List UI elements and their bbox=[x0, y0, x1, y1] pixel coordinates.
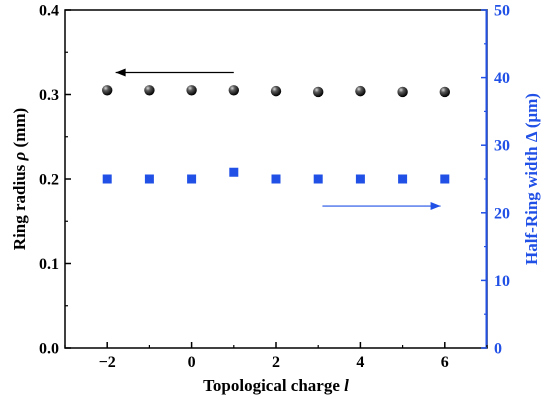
half-ring-width-point bbox=[229, 167, 239, 177]
arrow-right-head bbox=[430, 202, 441, 211]
half-ring-width-point bbox=[102, 174, 112, 184]
y-right-tick-label: 50 bbox=[494, 3, 510, 20]
y-left-tick-label: 0.3 bbox=[39, 87, 59, 104]
ring-radius-point bbox=[102, 85, 113, 96]
y-left-tick-label: 0.2 bbox=[39, 172, 59, 189]
half-ring-width-point bbox=[187, 174, 197, 184]
x-tick-label: −2 bbox=[99, 354, 116, 371]
y-right-tick-label: 30 bbox=[494, 138, 510, 155]
arrow-left-head bbox=[115, 68, 126, 77]
y-right-tick-label: 0 bbox=[494, 341, 502, 358]
ring-radius-point bbox=[397, 86, 408, 98]
half-ring-width-point bbox=[271, 174, 281, 184]
x-tick-label: 4 bbox=[356, 354, 364, 371]
ring-radius-point bbox=[439, 86, 450, 98]
x-axis-title: Topological charge l bbox=[203, 376, 349, 395]
ring-radius-point bbox=[270, 85, 282, 97]
ring-radius-point bbox=[355, 85, 366, 97]
half-ring-width-point bbox=[144, 174, 154, 184]
y-right-tick-label: 40 bbox=[494, 70, 510, 87]
ring-radius-point bbox=[313, 86, 324, 98]
x-tick-label: 6 bbox=[441, 354, 449, 371]
ring-radius-point bbox=[228, 85, 239, 96]
y-left-tick-label: 0.1 bbox=[39, 256, 59, 273]
y-left-tick-label: 0.0 bbox=[39, 341, 59, 358]
y-left-tick-label: 0.4 bbox=[39, 3, 59, 20]
ring-radius-point bbox=[186, 85, 197, 96]
half-ring-width-point bbox=[355, 174, 365, 184]
y-axis-right-title: Half-Ring width Δ (μm) bbox=[522, 93, 541, 265]
y-right-tick-label: 20 bbox=[494, 205, 510, 222]
half-ring-width-point bbox=[440, 174, 450, 184]
x-tick-label: 0 bbox=[188, 354, 196, 371]
x-tick-label: 2 bbox=[272, 354, 280, 371]
ring-radius-point bbox=[144, 85, 155, 96]
y-axis-left-title: Ring radius ρ (mm) bbox=[10, 108, 29, 250]
y-right-tick-label: 10 bbox=[494, 273, 510, 290]
half-ring-width-point bbox=[398, 174, 408, 184]
half-ring-width-point bbox=[313, 174, 323, 184]
